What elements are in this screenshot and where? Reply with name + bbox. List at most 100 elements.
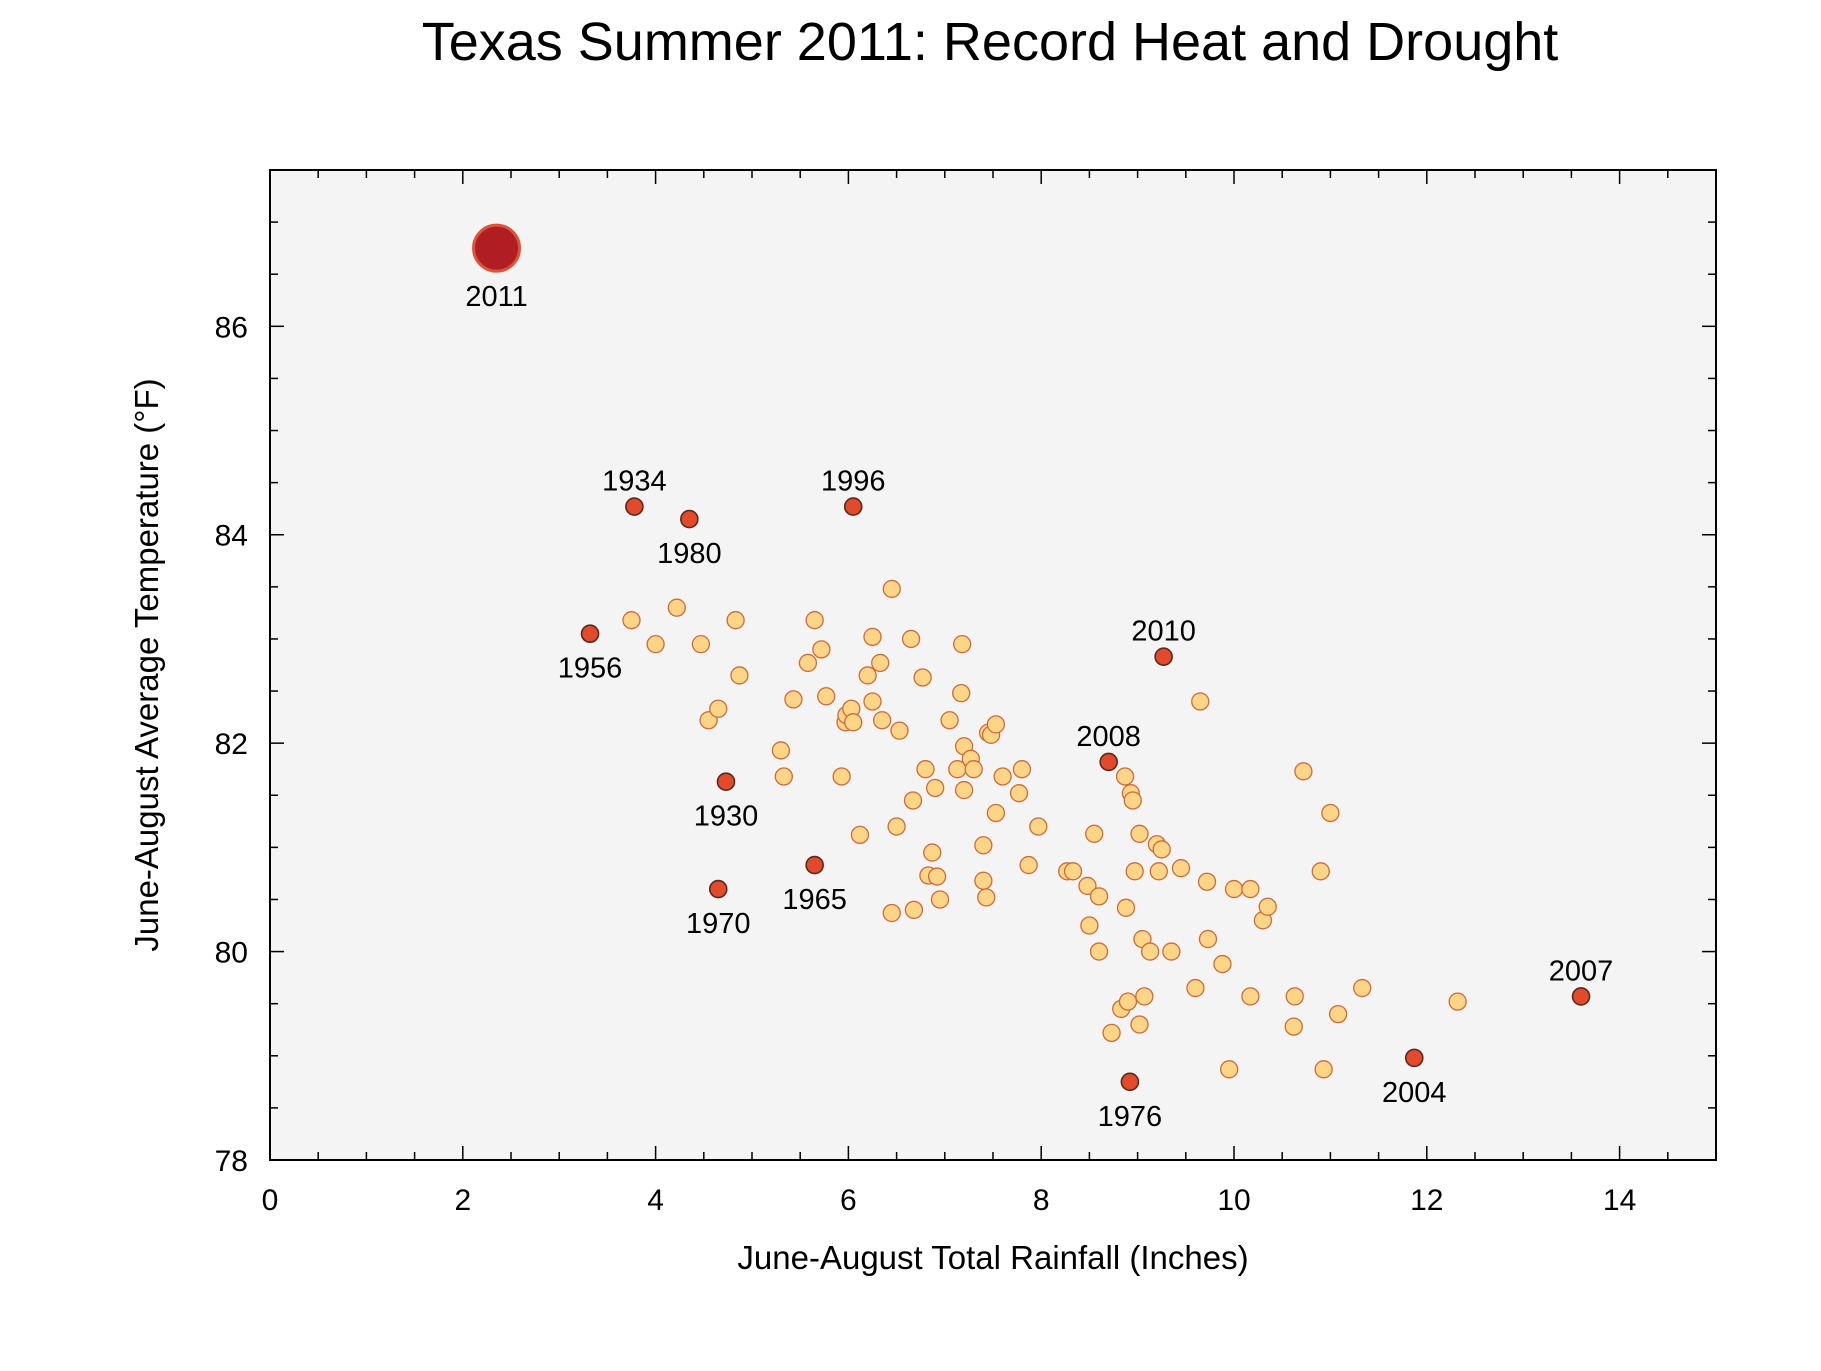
data-point: [784, 690, 803, 709]
data-points: [622, 579, 1467, 1079]
data-point: [1220, 1060, 1239, 1079]
data-point: [1149, 862, 1168, 881]
data-point: [871, 653, 890, 673]
y-tick-label: 86: [215, 311, 248, 344]
data-point: [805, 611, 824, 630]
data-point: [954, 780, 974, 800]
data-point: [1321, 803, 1340, 823]
data-point: [887, 817, 906, 836]
highlight-point-2007: [1571, 987, 1591, 1006]
x-axis-title: June-August Total Rainfall (Inches): [737, 1239, 1248, 1276]
data-point: [923, 843, 942, 862]
data-point: [882, 903, 901, 923]
data-point: [1135, 987, 1154, 1006]
data-point: [817, 687, 836, 706]
data-point: [774, 767, 793, 786]
data-point: [913, 668, 932, 687]
point-label-1965: 1965: [782, 884, 847, 916]
data-point: [1314, 1060, 1333, 1079]
x-tick-label: 12: [1410, 1184, 1443, 1217]
data-point: [1328, 1004, 1348, 1024]
data-point: [667, 598, 686, 617]
point-label-1970: 1970: [686, 908, 751, 940]
point-labels: 2011 1934 1980 1996 1956 2010 2008 1930 1965 1970…: [465, 281, 1613, 1133]
data-point: [646, 635, 665, 654]
data-point: [930, 890, 950, 909]
data-point: [858, 666, 877, 685]
data-point: [850, 825, 870, 845]
highlight-point-2010: [1154, 647, 1173, 666]
x-tick-labels: 0 2 4 6 8 10 12 14: [262, 1184, 1637, 1217]
data-point: [977, 888, 996, 907]
data-point: [903, 791, 923, 810]
point-label-1976: 1976: [1098, 1101, 1163, 1133]
data-point: [1029, 817, 1048, 836]
data-point: [1019, 855, 1038, 875]
x-tick-label: 10: [1217, 1184, 1250, 1217]
point-label-1934: 1934: [602, 466, 667, 498]
highlight-point-1976: [1120, 1072, 1140, 1092]
data-point: [872, 711, 892, 730]
data-point: [953, 635, 972, 654]
data-point: [1171, 859, 1191, 878]
data-point: [1078, 876, 1097, 896]
data-point: [812, 640, 831, 659]
data-point: [1191, 692, 1210, 711]
highlight-point-1934: [625, 497, 644, 516]
data-point: [1080, 916, 1099, 935]
data-point: [890, 721, 909, 740]
data-point: [1012, 760, 1032, 779]
data-point: [964, 760, 983, 779]
data-point: [974, 836, 993, 855]
point-label-1980: 1980: [657, 538, 722, 570]
data-point: [916, 760, 935, 779]
highlight-point-1996: [843, 497, 863, 516]
point-label-1930: 1930: [694, 801, 759, 833]
point-label-1996: 1996: [821, 466, 886, 498]
data-point: [1258, 897, 1277, 916]
data-point: [1125, 862, 1144, 881]
highlight-point-1956: [580, 624, 600, 644]
data-point: [986, 803, 1006, 823]
data-point: [1116, 898, 1136, 917]
point-label-2010: 2010: [1131, 616, 1196, 648]
data-point: [927, 867, 947, 886]
data-point: [1241, 987, 1260, 1006]
data-point: [1213, 954, 1232, 974]
x-tick-label: 6: [840, 1184, 857, 1217]
data-point: [832, 767, 851, 786]
data-point: [1102, 1023, 1121, 1043]
data-point: [1197, 872, 1217, 891]
data-point: [1284, 1017, 1303, 1036]
data-point: [1085, 824, 1104, 843]
data-point: [1353, 978, 1372, 998]
y-tick-label: 78: [215, 1145, 248, 1178]
data-point: [1089, 887, 1109, 906]
data-point: [1118, 992, 1138, 1011]
y-tick-label: 84: [215, 520, 248, 553]
data-point: [974, 871, 993, 890]
data-point: [1063, 862, 1083, 881]
point-label-2004: 2004: [1382, 1077, 1447, 1109]
data-point: [1186, 978, 1205, 998]
highlight-point-2008: [1099, 752, 1118, 772]
data-point: [863, 692, 882, 711]
chart-title: Texas Summer 2011: Record Heat and Droug…: [422, 12, 1559, 72]
x-tick-label: 0: [262, 1184, 279, 1217]
point-label-2008: 2008: [1076, 721, 1141, 753]
data-point: [1448, 992, 1467, 1011]
data-point: [993, 767, 1012, 786]
point-label-2007: 2007: [1549, 955, 1614, 987]
data-point: [844, 713, 863, 732]
point-label-2011: 2011: [465, 281, 527, 313]
data-point: [1130, 1015, 1149, 1034]
data-point: [1311, 862, 1330, 881]
x-tick-label: 2: [454, 1184, 471, 1217]
data-point: [1152, 840, 1171, 859]
data-point: [1285, 987, 1304, 1006]
data-point: [863, 627, 882, 647]
highlight-point-2004: [1404, 1048, 1424, 1068]
data-point: [771, 741, 791, 760]
data-point: [1009, 784, 1029, 803]
